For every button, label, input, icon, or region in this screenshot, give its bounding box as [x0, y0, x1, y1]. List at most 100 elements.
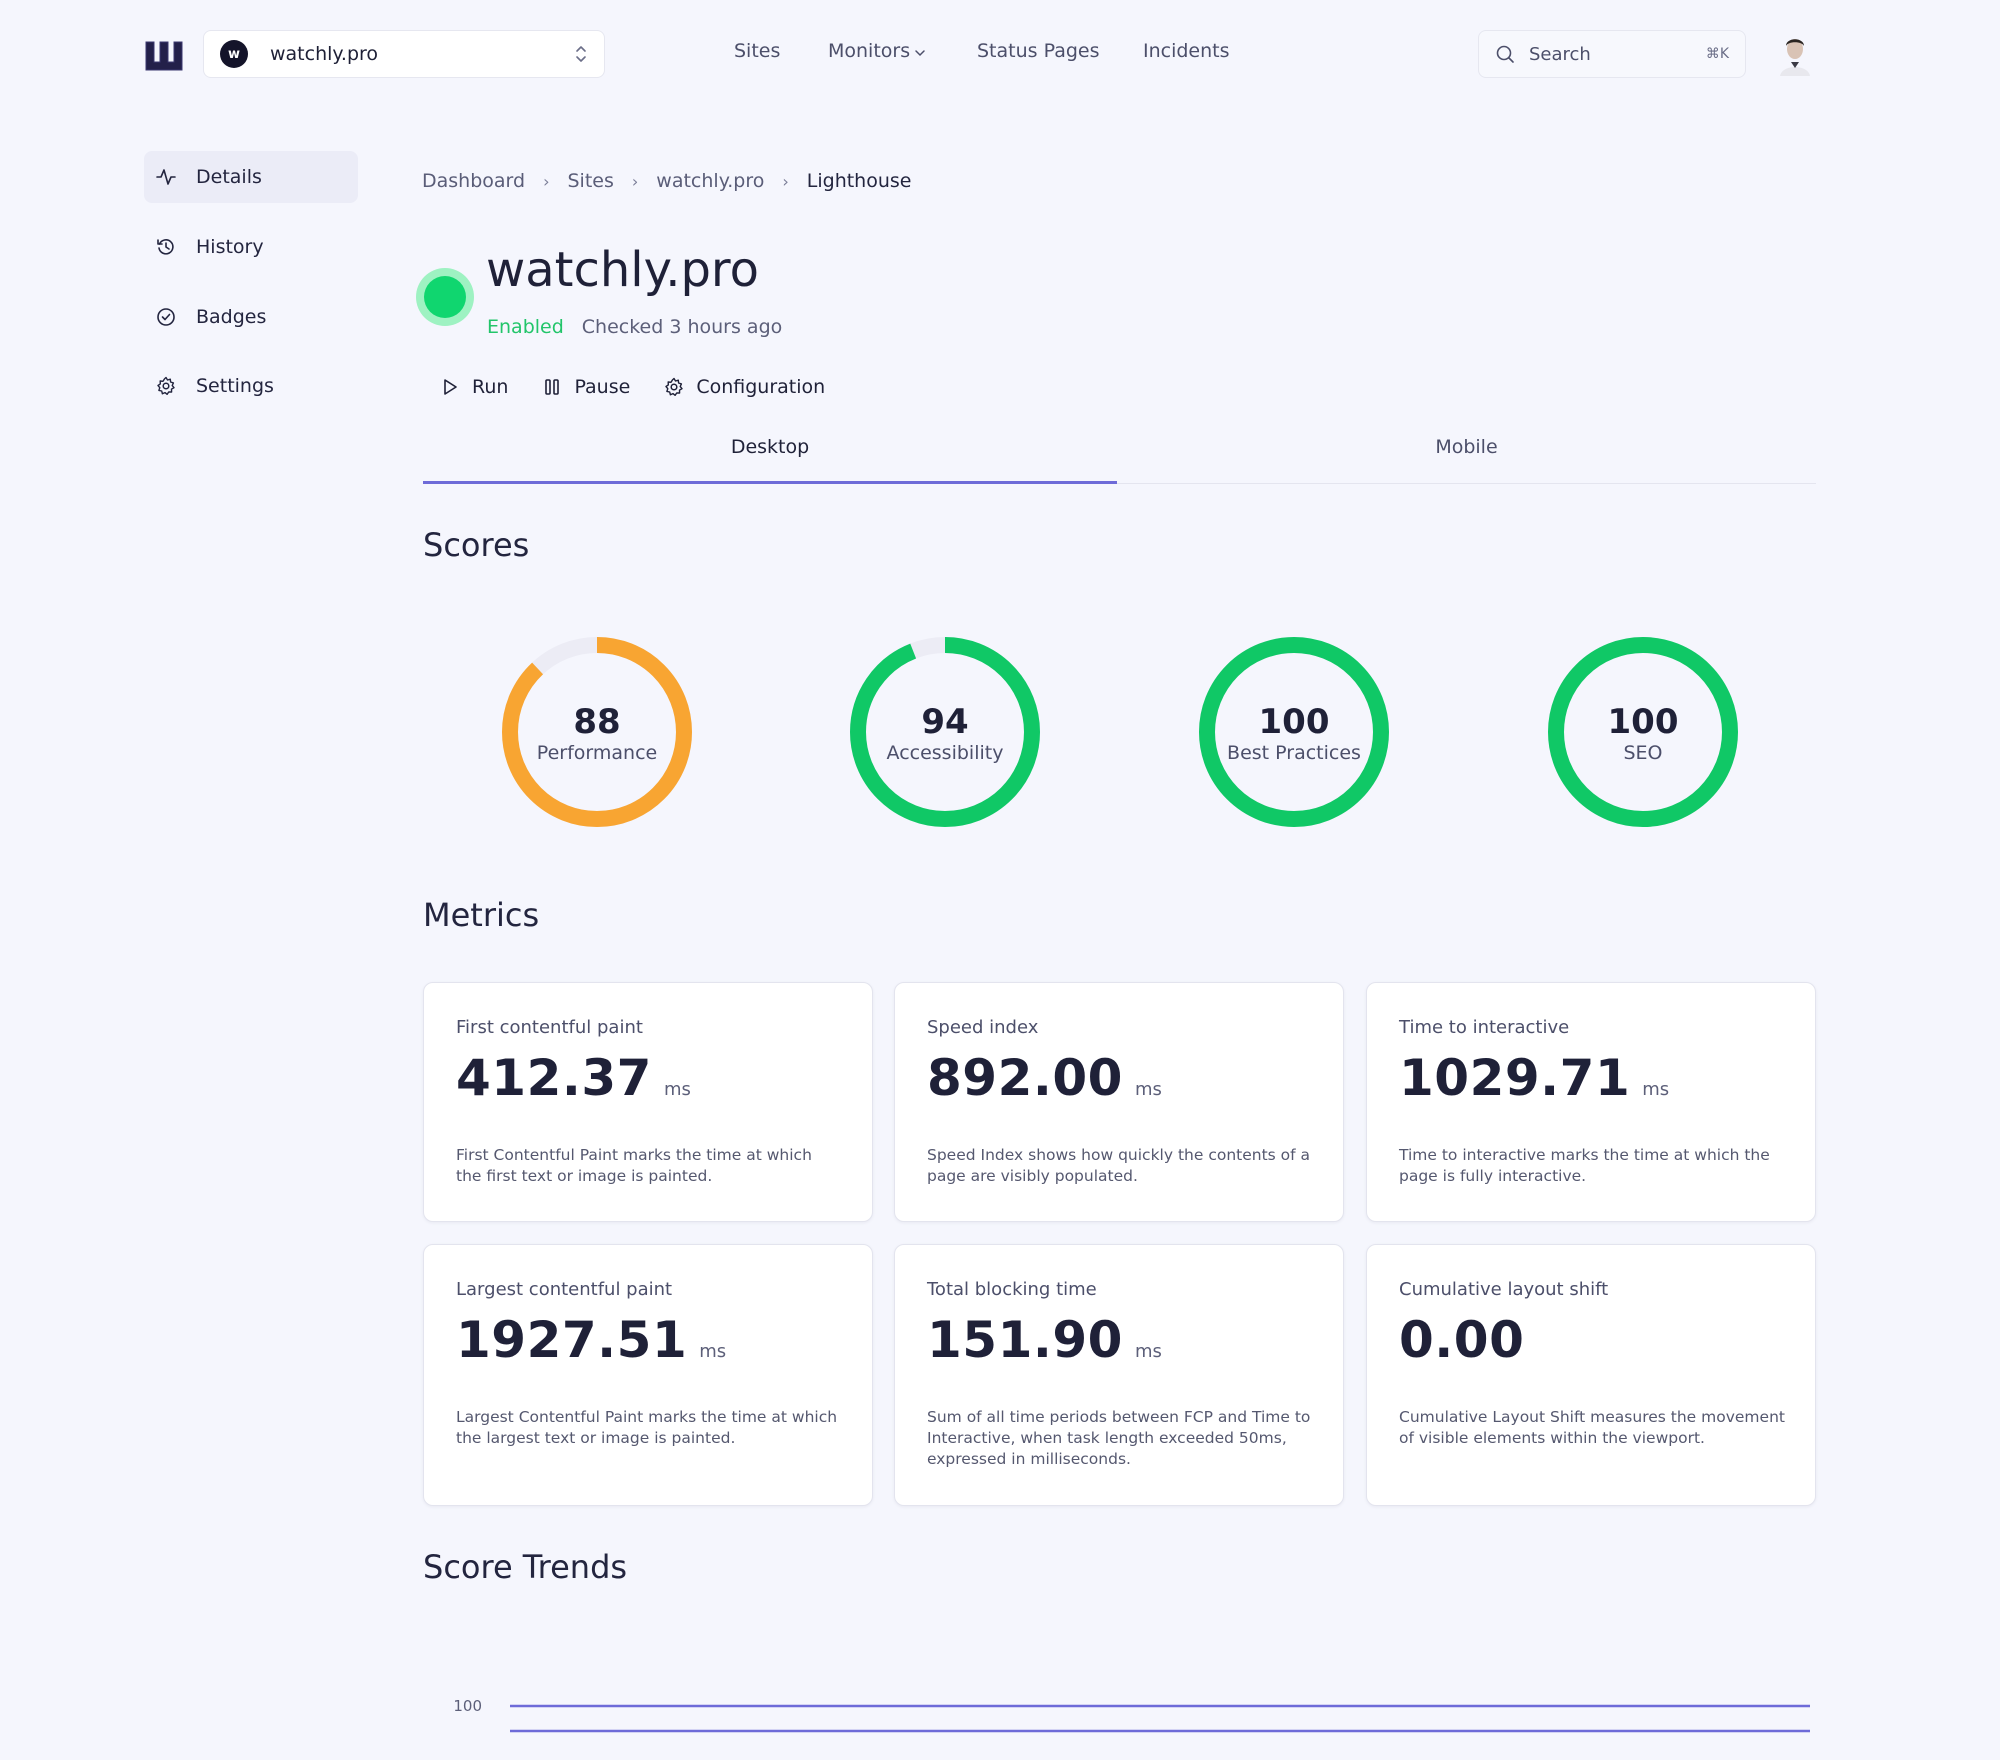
score-gauge-performance: 88 Performance — [497, 632, 697, 832]
gauge-arc — [850, 637, 1040, 827]
check-circle-icon — [157, 308, 175, 326]
metric-card-lcp: Largest contentful paint 1927.51 ms Larg… — [423, 1244, 873, 1506]
metric-value: 151.90 — [927, 1311, 1123, 1369]
run-button[interactable]: Run — [440, 376, 508, 398]
tab-desktop[interactable]: Desktop — [423, 436, 1117, 484]
metric-value: 412.37 — [456, 1049, 652, 1107]
breadcrumb: Dashboard › Sites › watchly.pro › Lighth… — [422, 170, 911, 192]
last-checked: Checked 3 hours ago — [581, 316, 783, 338]
metric-label: Largest contentful paint — [456, 1279, 673, 1300]
chevron-updown-icon — [576, 46, 586, 62]
metric-value: 1029.71 — [1399, 1049, 1631, 1107]
metric-description: Speed Index shows how quickly the conten… — [927, 1146, 1311, 1185]
metric-unit: ms — [1134, 1341, 1162, 1362]
score-value: 100 — [1258, 702, 1330, 742]
device-tabs: Desktop Mobile — [423, 436, 1816, 484]
metric-unit: ms — [699, 1341, 727, 1362]
metric-label: Time to interactive — [1399, 1017, 1570, 1038]
page-title: watchly.pro — [486, 242, 759, 298]
metric-value: 1927.51 — [456, 1311, 688, 1369]
site-selector-label: watchly.pro — [270, 43, 379, 65]
metric-value-row: 892.00 ms — [927, 1049, 1162, 1107]
chevron-right-icon: › — [782, 171, 789, 191]
metric-description: Sum of all time periods between FCP and … — [927, 1408, 1311, 1468]
search-icon — [1496, 45, 1514, 63]
site-selector[interactable]: w watchly.pro — [203, 30, 605, 78]
metric-description: First Contentful Paint marks the time at… — [456, 1146, 812, 1185]
watchly-logo[interactable] — [144, 40, 188, 72]
tab-mobile[interactable]: Mobile — [1435, 436, 1498, 458]
score-label: SEO — [1623, 742, 1663, 764]
history-icon — [157, 239, 174, 255]
score-trends-heading: Score Trends — [423, 1548, 628, 1586]
sidebar-item-details[interactable]: Details — [144, 151, 358, 203]
activity-icon — [156, 169, 176, 185]
metric-description: Largest Contentful Paint marks the time … — [456, 1408, 838, 1447]
breadcrumb-sites[interactable]: Sites — [567, 170, 614, 192]
configuration-button[interactable]: Configuration — [664, 376, 825, 398]
run-label: Run — [472, 376, 509, 398]
metric-value-row: 412.37 ms — [456, 1049, 691, 1107]
gauge-ring — [1199, 637, 1389, 827]
metric-card-cls: Cumulative layout shift 0.00 Cumulative … — [1366, 1244, 1816, 1506]
breadcrumb-current: Lighthouse — [806, 170, 912, 192]
score-label: Best Practices — [1227, 742, 1361, 764]
chevron-down-icon — [915, 50, 925, 57]
gear-icon — [665, 377, 684, 396]
metric-unit: ms — [1642, 1079, 1670, 1100]
sidebar-item-label: Settings — [196, 375, 274, 397]
score-value: 88 — [573, 702, 621, 742]
gauge-arc — [1199, 637, 1389, 827]
score-trends-chart: 100 — [453, 1697, 1810, 1733]
status-indicator — [416, 268, 474, 326]
sidebar-item-badges[interactable]: Badges — [144, 291, 358, 343]
nav-status-pages[interactable]: Status Pages — [977, 40, 1100, 62]
nav-incidents[interactable]: Incidents — [1143, 40, 1230, 62]
metric-unit: ms — [1134, 1079, 1162, 1100]
pause-button[interactable]: Pause — [542, 376, 630, 398]
play-icon — [444, 379, 457, 395]
sidebar-item-settings[interactable]: Settings — [144, 360, 358, 412]
sidebar-item-label: Badges — [196, 306, 267, 328]
configuration-label: Configuration — [696, 376, 826, 398]
metric-value-row: 151.90 ms — [927, 1311, 1162, 1369]
metric-value: 892.00 — [927, 1049, 1123, 1107]
search-label: Search — [1529, 43, 1591, 65]
gauge-ring — [502, 637, 692, 827]
metric-value: 0.00 — [1399, 1311, 1525, 1369]
metric-description: Time to interactive marks the time at wh… — [1399, 1146, 1770, 1185]
metric-label: Cumulative layout shift — [1399, 1279, 1609, 1300]
score-gauge-best-practices: 100 Best Practices — [1194, 632, 1394, 832]
gauge-ring — [850, 637, 1040, 827]
user-avatar[interactable] — [1774, 32, 1816, 76]
chevron-right-icon: › — [631, 171, 639, 191]
breadcrumb-dashboard[interactable]: Dashboard — [422, 170, 526, 192]
pause-label: Pause — [574, 376, 631, 398]
metric-card-speed-index: Speed index 892.00 ms Speed Index shows … — [894, 982, 1344, 1222]
search-box[interactable]: Search ⌘K — [1478, 30, 1746, 78]
score-gauge-accessibility: 94 Accessibility — [845, 632, 1045, 832]
nav-sites[interactable]: Sites — [734, 40, 781, 62]
metric-card-fcp: First contentful paint 412.37 ms First C… — [423, 982, 873, 1222]
metric-value-row: 1927.51 ms — [456, 1311, 726, 1369]
site-avatar: w — [220, 40, 248, 68]
metric-card-tbt: Total blocking time 151.90 ms Sum of all… — [894, 1244, 1344, 1506]
status-meta: Enabled Checked 3 hours ago — [487, 316, 782, 338]
scores-heading: Scores — [423, 526, 530, 564]
metric-value-row: 1029.71 ms — [1399, 1049, 1669, 1107]
score-value: 100 — [1607, 702, 1679, 742]
sidebar-item-history[interactable]: History — [144, 221, 358, 273]
breadcrumb-site[interactable]: watchly.pro — [656, 170, 765, 192]
score-value: 94 — [921, 702, 969, 742]
metric-label: Speed index — [927, 1017, 1039, 1038]
metrics-heading: Metrics — [423, 896, 540, 934]
metric-label: Total blocking time — [927, 1279, 1097, 1300]
score-gauge-seo: 100 SEO — [1543, 632, 1743, 832]
metric-label: First contentful paint — [456, 1017, 643, 1038]
metric-description: Cumulative Layout Shift measures the mov… — [1399, 1408, 1785, 1447]
nav-monitors[interactable]: Monitors — [828, 40, 911, 62]
metric-unit: ms — [663, 1079, 691, 1100]
search-shortcut: ⌘K — [1705, 46, 1729, 62]
action-bar: Run Pause Configuration — [440, 376, 859, 398]
gear-icon — [157, 376, 175, 395]
